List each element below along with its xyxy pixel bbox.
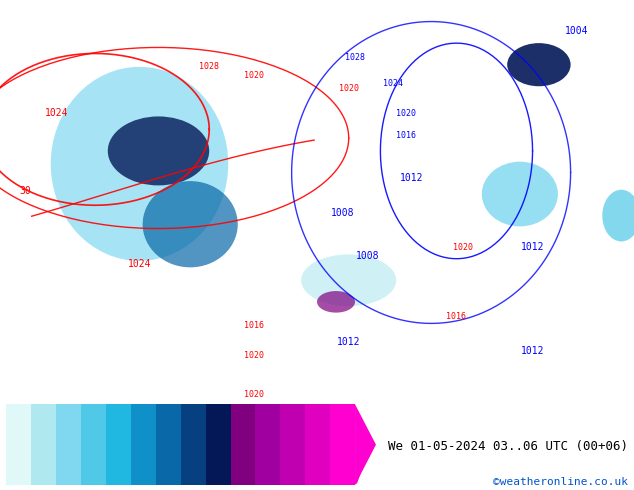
Ellipse shape xyxy=(602,190,634,242)
Text: 1024: 1024 xyxy=(127,259,152,270)
Text: We 01-05-2024 03..06 UTC (00+06): We 01-05-2024 03..06 UTC (00+06) xyxy=(387,440,628,453)
Text: 1004: 1004 xyxy=(565,26,589,36)
Text: 1020: 1020 xyxy=(396,109,416,119)
Text: 1012: 1012 xyxy=(337,337,361,347)
Polygon shape xyxy=(355,404,376,485)
Bar xyxy=(81,404,106,485)
Text: 1020: 1020 xyxy=(339,84,359,93)
Ellipse shape xyxy=(51,67,228,261)
Text: ©weatheronline.co.uk: ©weatheronline.co.uk xyxy=(493,477,628,487)
Text: 1024: 1024 xyxy=(45,108,69,119)
Bar xyxy=(280,404,305,485)
Bar xyxy=(205,404,231,485)
Circle shape xyxy=(108,117,209,185)
Bar xyxy=(305,404,330,485)
Text: 30: 30 xyxy=(19,186,31,196)
Text: 1028: 1028 xyxy=(345,53,365,62)
Text: 1020: 1020 xyxy=(243,351,264,360)
Bar xyxy=(31,404,56,485)
Text: 1016: 1016 xyxy=(446,312,467,321)
Ellipse shape xyxy=(143,181,238,268)
Text: 1020: 1020 xyxy=(243,71,264,79)
Text: 1020: 1020 xyxy=(453,243,473,252)
Ellipse shape xyxy=(507,43,571,86)
Ellipse shape xyxy=(482,162,558,226)
Text: 1008: 1008 xyxy=(330,208,354,218)
Bar xyxy=(106,404,131,485)
Text: 1016: 1016 xyxy=(396,131,416,140)
Bar xyxy=(156,404,181,485)
Bar xyxy=(131,404,156,485)
Text: 1020: 1020 xyxy=(243,390,264,399)
Bar xyxy=(256,404,280,485)
Bar xyxy=(181,404,205,485)
Text: 1012: 1012 xyxy=(400,173,424,183)
Text: 1008: 1008 xyxy=(356,251,380,261)
Bar xyxy=(231,404,256,485)
Ellipse shape xyxy=(301,254,396,306)
Bar xyxy=(56,404,81,485)
Text: 1024: 1024 xyxy=(383,79,403,88)
Bar xyxy=(330,404,355,485)
Text: 1012: 1012 xyxy=(521,345,545,356)
Ellipse shape xyxy=(317,291,355,313)
Text: 1028: 1028 xyxy=(199,62,219,71)
Text: Precipitation [mm]  ECMWF: Precipitation [mm] ECMWF xyxy=(6,440,194,453)
Text: 1016: 1016 xyxy=(243,321,264,330)
Text: 1012: 1012 xyxy=(521,242,545,252)
Bar xyxy=(6,404,31,485)
